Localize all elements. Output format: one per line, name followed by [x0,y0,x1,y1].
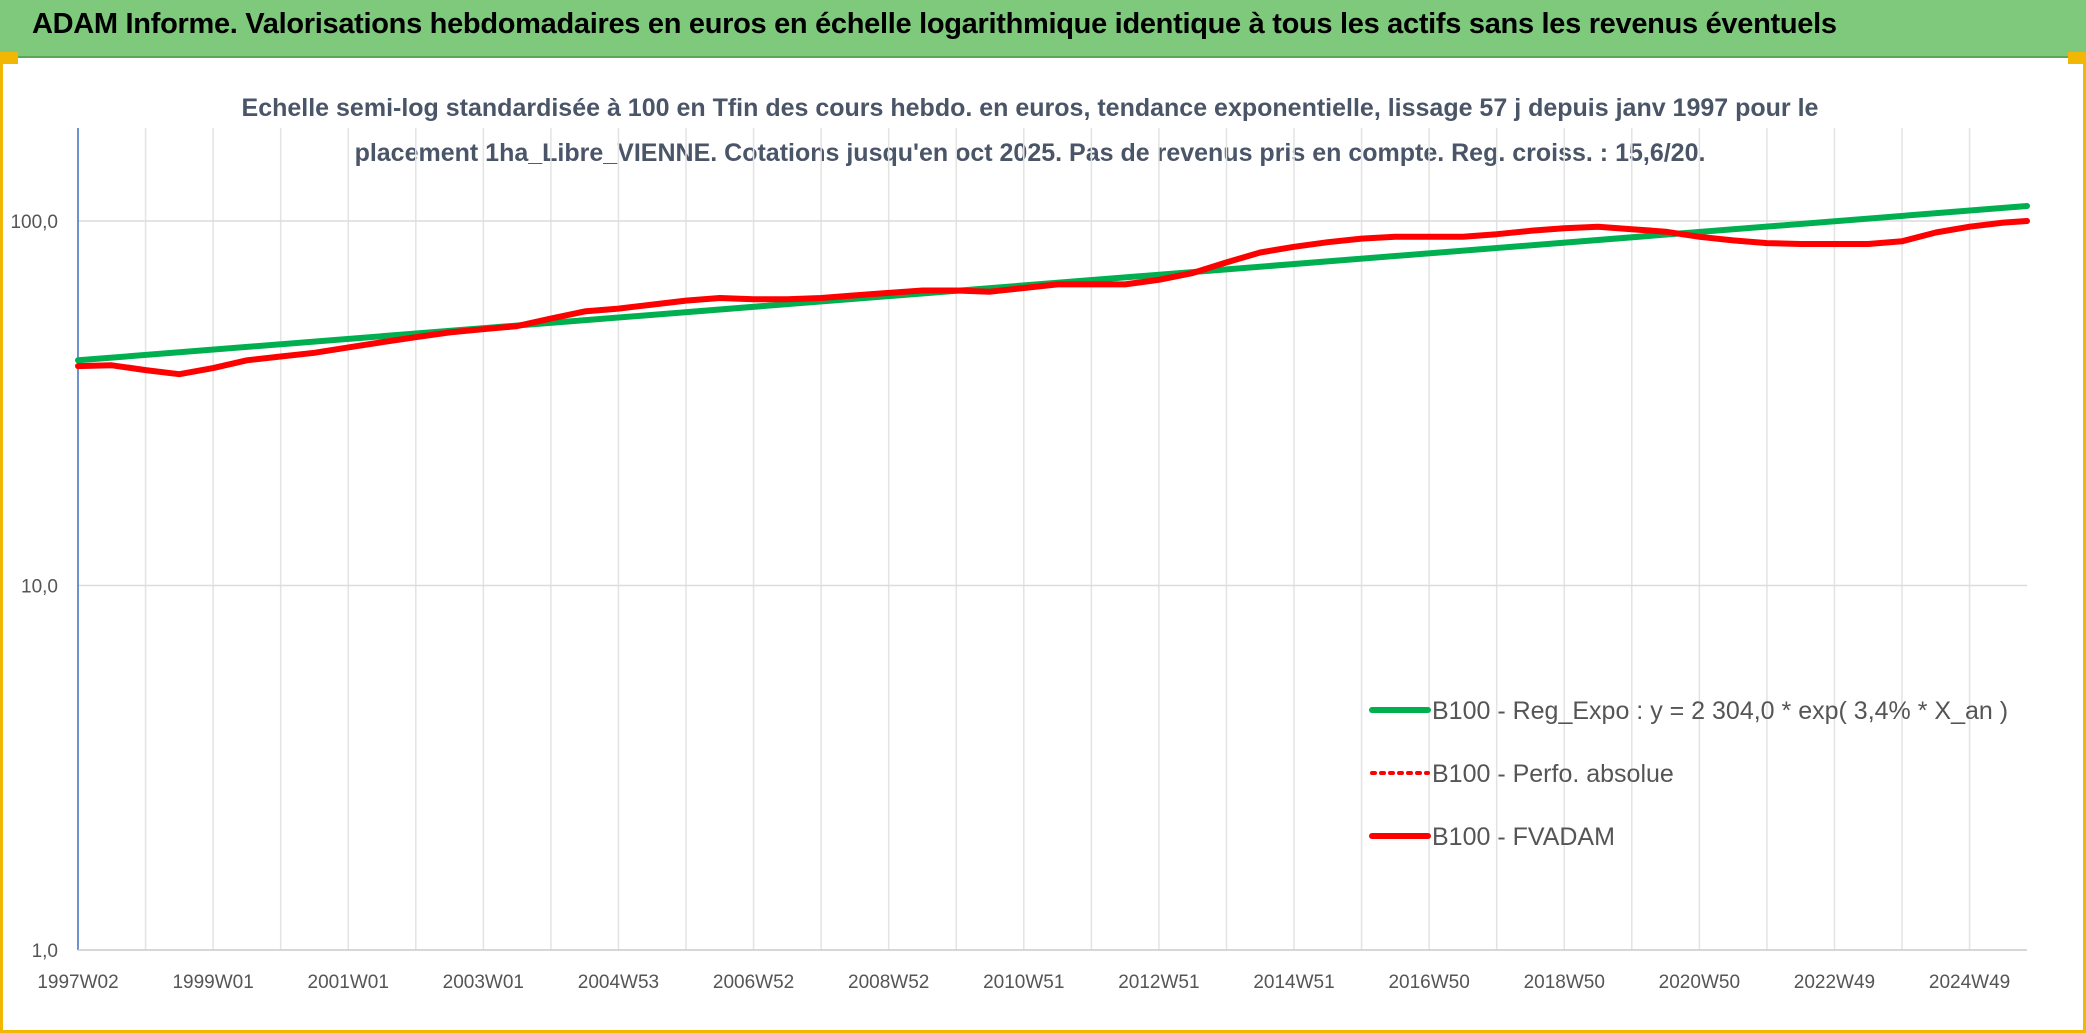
chart-title-line-1: Echelle semi-log standardisée à 100 en T… [241,94,1819,122]
grid-lines [77,128,2027,951]
chart-title-line-2: placement 1ha_Libre_VIENNE. Cotations ju… [354,139,1706,167]
legend-label-1: B100 - Perfo. absolue [1432,760,1674,788]
x-tick-label: 2018W50 [1524,972,1605,993]
y-axis-ticks: 100,0 10,0 1,0 [10,212,58,962]
x-tick-label: 2012W51 [1118,972,1199,993]
x-tick-label: 2004W53 [578,972,659,993]
y-tick-label: 100,0 [10,212,58,233]
x-tick-label: 2006W52 [713,972,794,993]
x-tick-label: 2003W01 [443,972,524,993]
chart-frame [0,58,2086,1033]
x-tick-label: 2001W01 [308,972,389,993]
legend-label-0: B100 - Reg_Expo : y = 2 304,0 * exp( 3,4… [1432,697,2008,725]
y-tick-label: 1,0 [32,941,58,962]
x-tick-label: 1997W02 [37,972,118,993]
legend-label-2: B100 - FVADAM [1432,823,1615,851]
legend: B100 - Reg_Expo : y = 2 304,0 * exp( 3,4… [1369,697,2008,851]
chart-title: Echelle semi-log standardisée à 100 en T… [200,86,1860,176]
series-lines [75,203,2030,378]
x-axis-ticks: 1997W02 1999W01 2001W01 2003W01 2004W53 2006W… [37,972,2010,993]
x-tick-label: 2022W49 [1794,972,1875,993]
y-tick-label: 10,0 [21,577,58,598]
header-banner: ADAM Informe. Valorisations hebdomadaire… [0,0,2086,58]
corner-accent-left [0,52,18,64]
x-tick-label: 2010W51 [983,972,1064,993]
series-line-2 [75,218,2030,378]
corner-accent-right [2068,52,2086,64]
x-tick-label: 2014W51 [1253,972,1334,993]
report-title: ADAM Informe. Valorisations hebdomadaire… [32,8,1837,40]
x-tick-label: 2016W50 [1388,972,1469,993]
x-tick-label: 2024W49 [1929,972,2010,993]
x-tick-label: 2020W50 [1659,972,1740,993]
x-tick-label: 2008W52 [848,972,929,993]
x-tick-label: 1999W01 [172,972,253,993]
